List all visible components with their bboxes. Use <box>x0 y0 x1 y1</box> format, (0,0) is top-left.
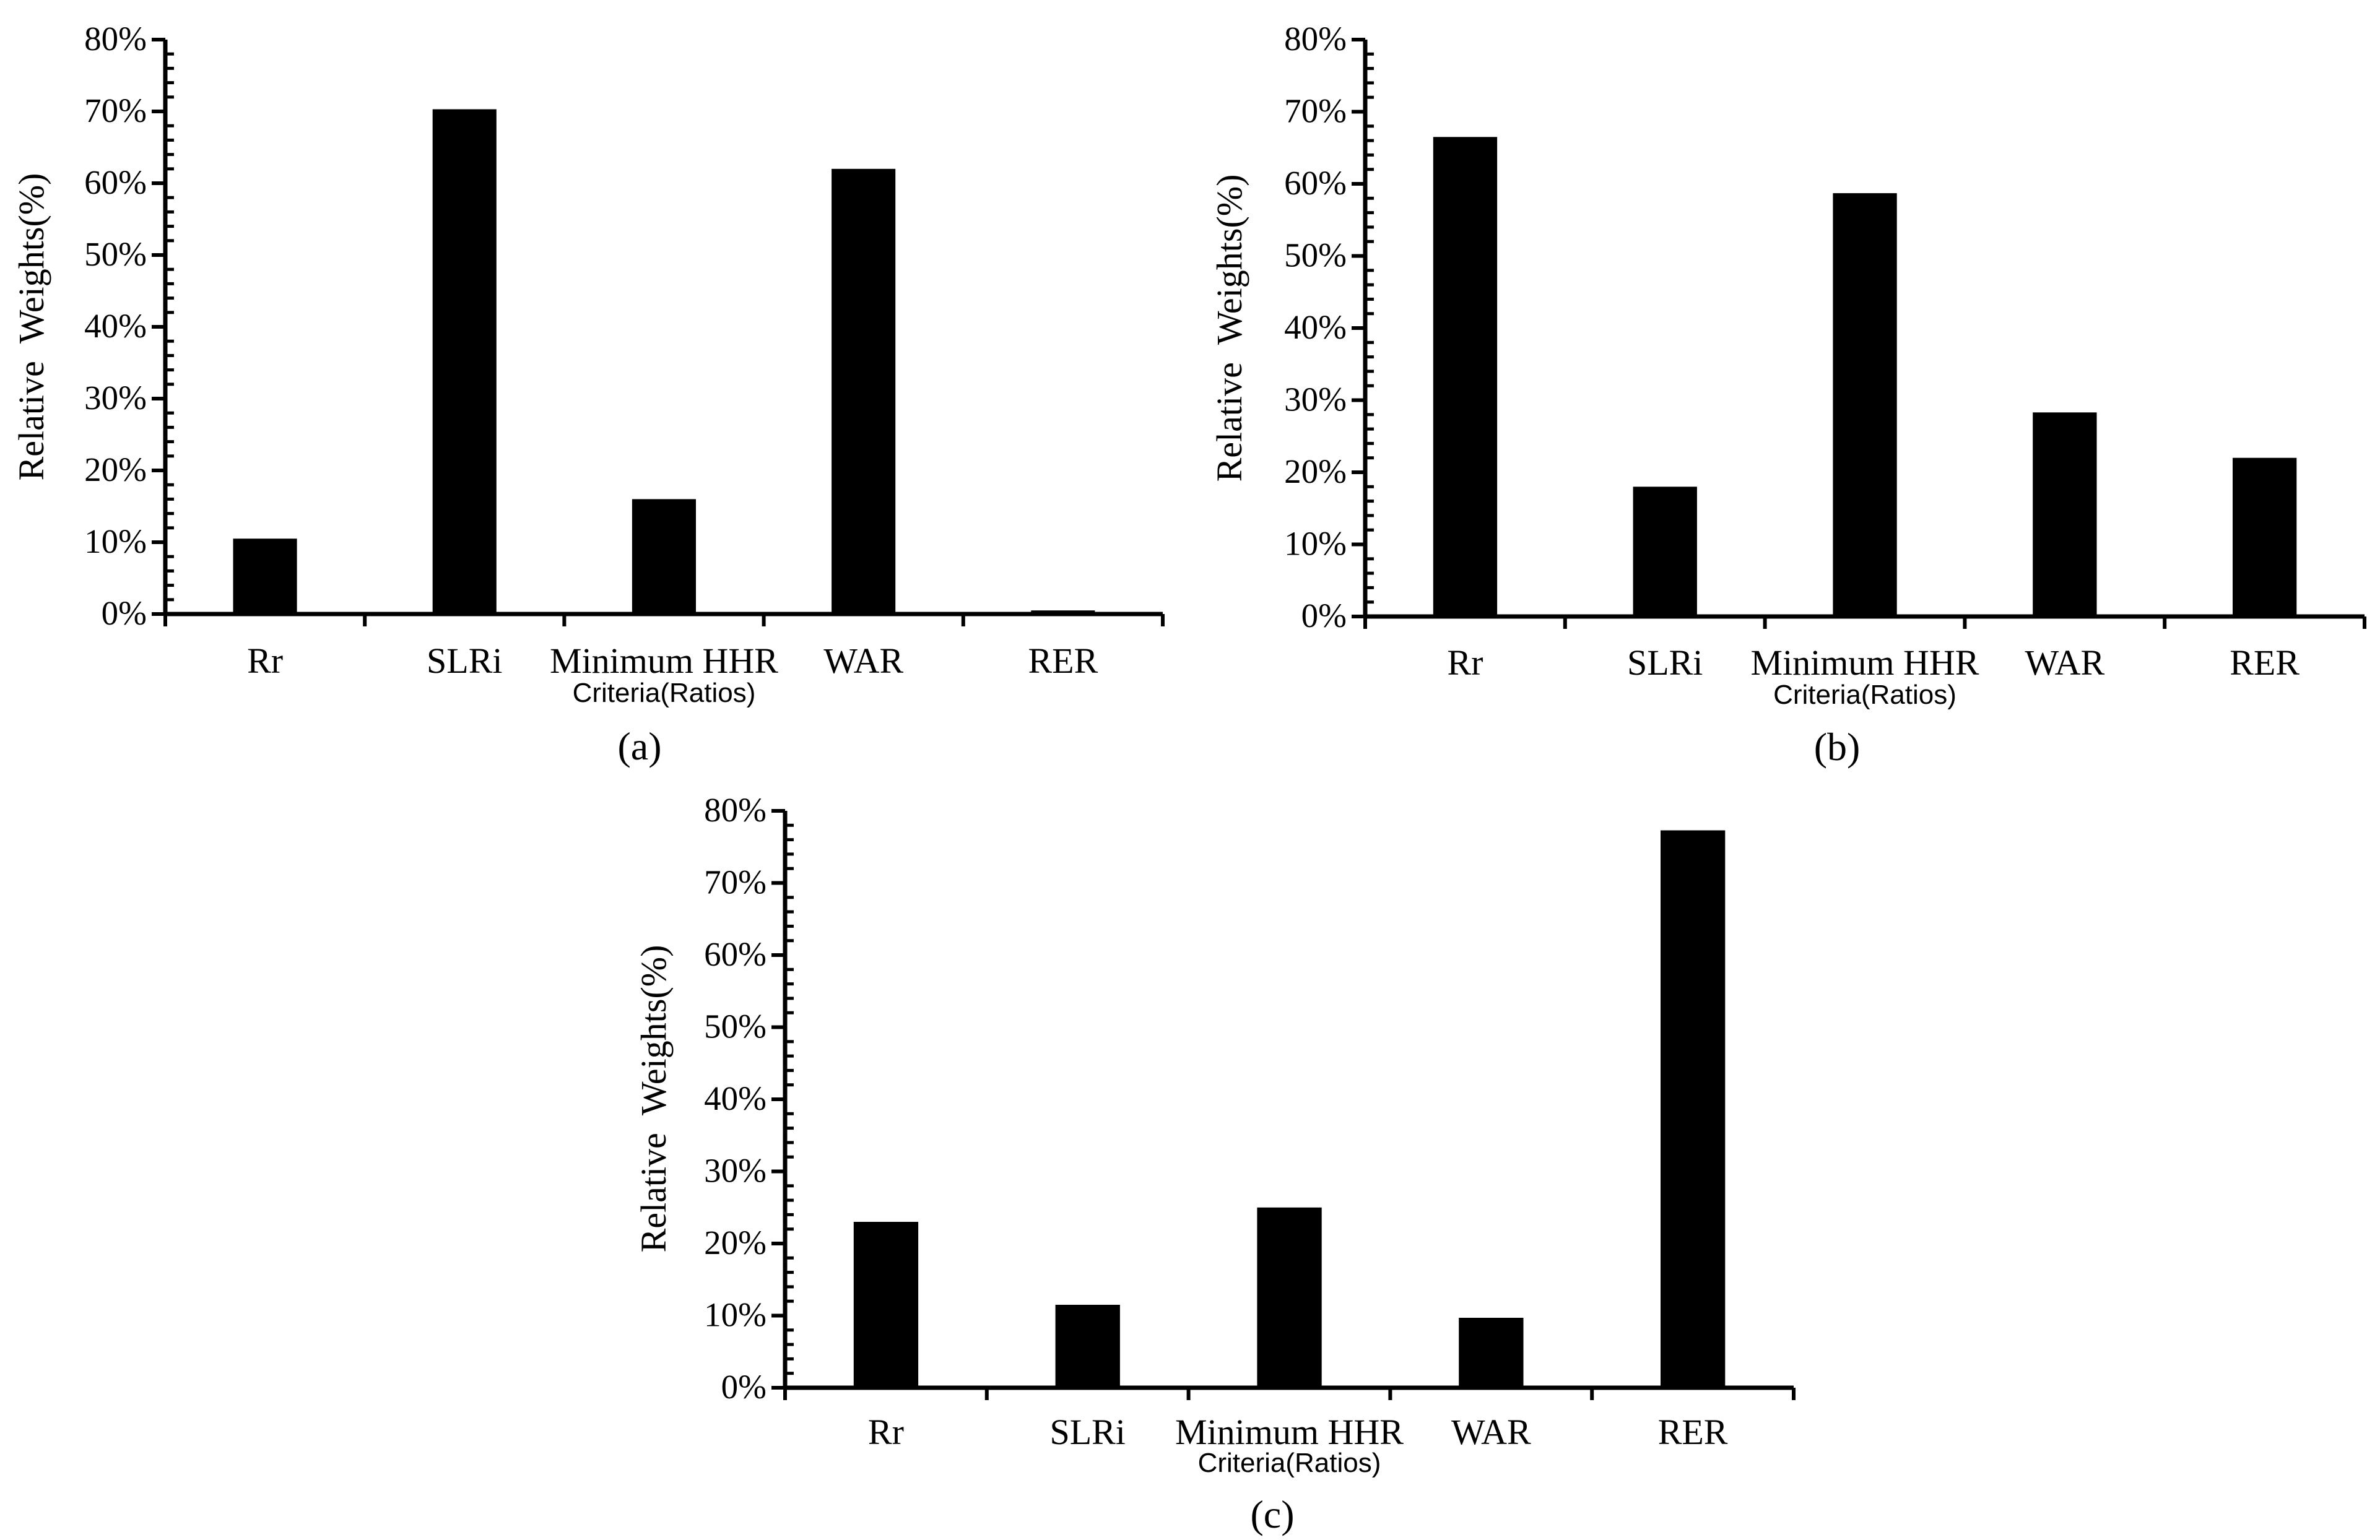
y-tick-label: 20% <box>704 1224 767 1261</box>
y-tick-label: 30% <box>704 1152 767 1190</box>
y-tick-label: 60% <box>704 935 767 973</box>
x-tick-label: WAR <box>2025 642 2104 683</box>
bar-minimum-hhr <box>632 499 696 614</box>
bar-rer <box>1661 830 1726 1388</box>
x-tick-label: Minimum HHR <box>550 641 778 681</box>
x-tick-label: SLRi <box>1627 642 1703 683</box>
y-axis-label: Relative Weights(%) <box>633 945 674 1253</box>
y-tick-label: 30% <box>84 379 147 417</box>
bar-slri <box>1055 1305 1120 1388</box>
chart-panel-b: 0% 10% 20% 30% 40% 50% 60% 70% 80% Rr SLRi Minimum … <box>1209 20 2366 769</box>
bar-minimum-hhr <box>1833 193 1897 617</box>
y-tick-label: 20% <box>84 451 147 488</box>
bar-rr <box>233 539 297 614</box>
x-tick-label: Rr <box>868 1412 904 1452</box>
y-tick-label: 60% <box>84 163 147 201</box>
y-tick-label: 30% <box>1284 381 1347 418</box>
y-tick-label: 50% <box>704 1008 767 1045</box>
y-tick-label: 80% <box>704 791 767 829</box>
bar-slri <box>1633 487 1697 616</box>
bar-slri <box>432 109 497 614</box>
y-axis-label: Relative Weights(%) <box>1209 175 1249 482</box>
x-axis-label: Criteria(Ratios) <box>1198 1448 1381 1478</box>
chart-panel-c: 0% 10% 20% 30% 40% 50% 60% 70% 80% Rr SLRi Minimum … <box>633 791 1796 1536</box>
y-axis-label: Relative Weights(%) <box>11 173 51 481</box>
y-tick-label: 20% <box>1284 452 1347 490</box>
x-tick-label: WAR <box>823 641 903 681</box>
x-tick-label: SLRi <box>427 641 503 681</box>
bar-war <box>1459 1318 1524 1388</box>
y-tick-label: 50% <box>1284 236 1347 274</box>
bar-rr <box>1433 137 1498 617</box>
y-tick-label: 40% <box>1284 308 1347 346</box>
bar-rer <box>2233 457 2297 616</box>
x-tick-label: WAR <box>1451 1412 1531 1452</box>
x-tick-label: Minimum HHR <box>1175 1412 1404 1452</box>
y-tick-label: 10% <box>704 1296 767 1334</box>
y-tick-label: 0% <box>102 594 147 632</box>
bar-war <box>2033 412 2097 616</box>
panel-label: (c) <box>1250 1492 1294 1536</box>
bar-minimum-hhr <box>1257 1207 1322 1388</box>
chart-panel-a: 0% 10% 20% 30% 40% 50% 60% 70% 80% Rr SLRi Minimum … <box>11 20 1165 768</box>
y-tick-label: 70% <box>84 92 147 129</box>
x-tick-label: RER <box>1028 641 1098 681</box>
x-axis-label: Criteria(Ratios) <box>573 678 756 708</box>
panel-label: (b) <box>1814 725 1861 769</box>
y-tick-label: 70% <box>1284 92 1347 130</box>
y-tick-label: 50% <box>84 235 147 273</box>
y-tick-label: 40% <box>84 307 147 345</box>
x-tick-label: Rr <box>1447 642 1483 683</box>
bar-rr <box>853 1222 919 1388</box>
y-tick-label: 80% <box>1284 20 1347 58</box>
x-tick-label: RER <box>2230 642 2300 683</box>
x-tick-label: Rr <box>247 641 283 681</box>
x-tick-label: SLRi <box>1049 1412 1126 1452</box>
x-tick-label: RER <box>1658 1412 1728 1452</box>
y-tick-label: 0% <box>1301 597 1347 634</box>
y-tick-label: 60% <box>1284 164 1347 202</box>
bar-war <box>832 168 896 614</box>
y-tick-label: 70% <box>704 863 767 901</box>
y-tick-label: 40% <box>704 1079 767 1117</box>
x-tick-label: Minimum HHR <box>1751 642 1979 683</box>
y-tick-label: 80% <box>84 20 147 58</box>
y-tick-label: 10% <box>84 522 147 560</box>
y-tick-label: 10% <box>1284 525 1347 563</box>
panel-label: (a) <box>617 724 661 768</box>
y-tick-label: 0% <box>721 1368 767 1406</box>
x-axis-label: Criteria(Ratios) <box>1773 680 1957 710</box>
